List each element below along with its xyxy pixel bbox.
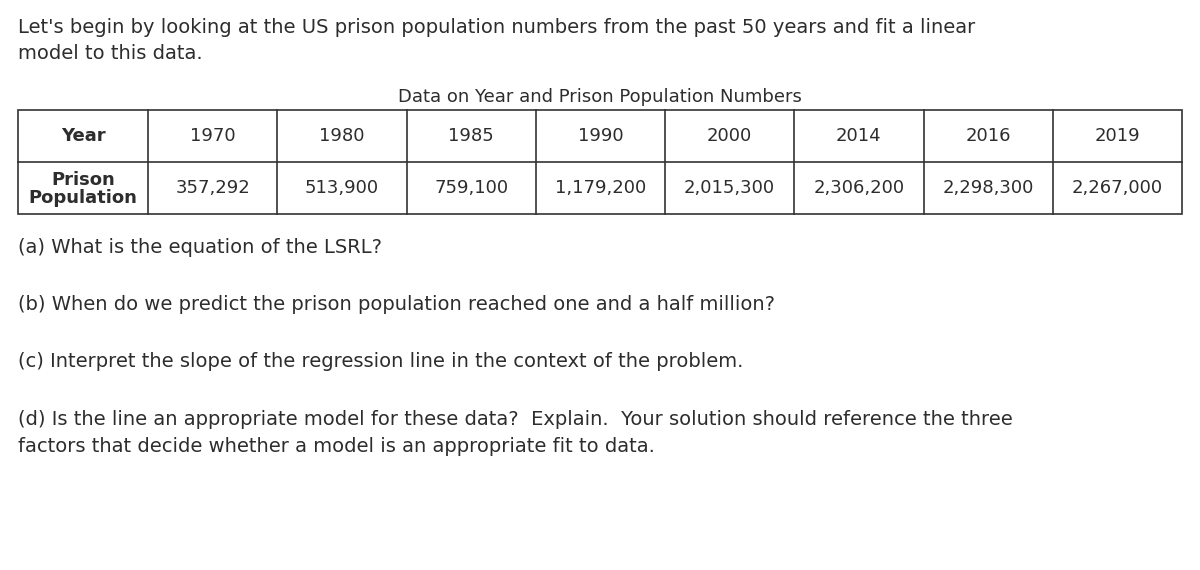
Text: (a) What is the equation of the LSRL?: (a) What is the equation of the LSRL?: [18, 238, 382, 257]
Text: 1980: 1980: [319, 127, 365, 145]
Text: 2,267,000: 2,267,000: [1072, 179, 1163, 197]
Text: 2019: 2019: [1094, 127, 1140, 145]
Text: 2016: 2016: [965, 127, 1010, 145]
Text: model to this data.: model to this data.: [18, 44, 203, 63]
Text: Let's begin by looking at the US prison population numbers from the past 50 year: Let's begin by looking at the US prison …: [18, 18, 976, 37]
Text: 2014: 2014: [836, 127, 882, 145]
Text: 2,306,200: 2,306,200: [814, 179, 905, 197]
Text: 2,015,300: 2,015,300: [684, 179, 775, 197]
Text: (d) Is the line an appropriate model for these data?  Explain.  Your solution sh: (d) Is the line an appropriate model for…: [18, 410, 1013, 429]
Text: factors that decide whether a model is an appropriate fit to data.: factors that decide whether a model is a…: [18, 437, 655, 456]
Text: 759,100: 759,100: [434, 179, 508, 197]
Text: Data on Year and Prison Population Numbers: Data on Year and Prison Population Numbe…: [398, 88, 802, 106]
Text: 1990: 1990: [577, 127, 623, 145]
Text: 1985: 1985: [449, 127, 494, 145]
Text: (c) Interpret the slope of the regression line in the context of the problem.: (c) Interpret the slope of the regressio…: [18, 352, 743, 371]
Text: 513,900: 513,900: [305, 179, 379, 197]
Text: 1970: 1970: [190, 127, 235, 145]
Text: 357,292: 357,292: [175, 179, 250, 197]
Text: Population: Population: [29, 189, 138, 207]
Text: Year: Year: [61, 127, 106, 145]
Text: 2000: 2000: [707, 127, 752, 145]
Text: 1,179,200: 1,179,200: [554, 179, 646, 197]
Text: Prison: Prison: [52, 171, 115, 189]
Bar: [18, 110, 1182, 214]
Text: (b) When do we predict the prison population reached one and a half million?: (b) When do we predict the prison popula…: [18, 295, 775, 314]
Text: 2,298,300: 2,298,300: [942, 179, 1034, 197]
